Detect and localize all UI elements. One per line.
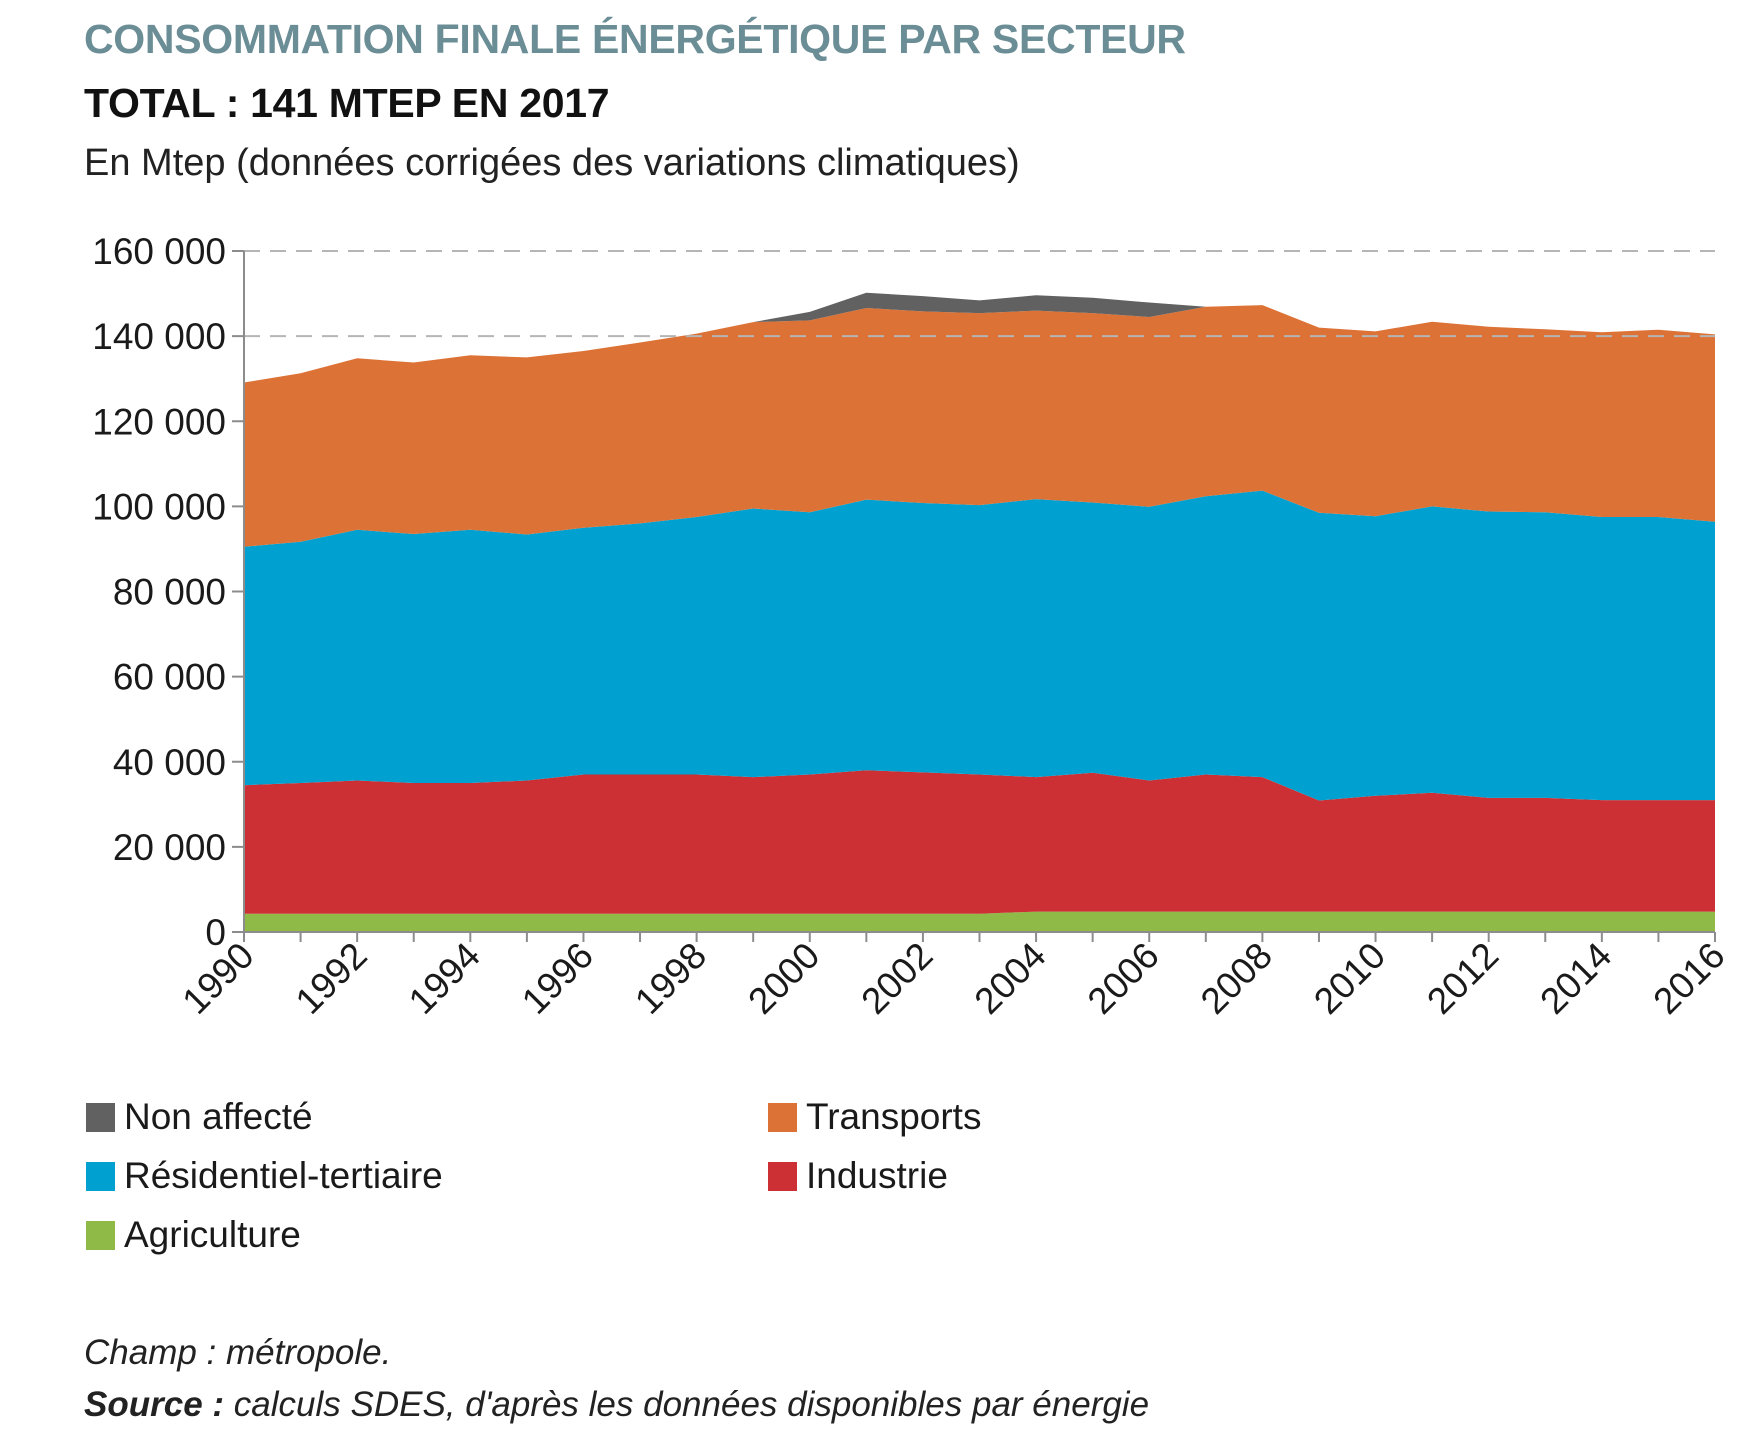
source-label: Source : [84,1385,225,1424]
x-tick-label: 2000 [740,935,827,1022]
gridlines [244,250,1715,338]
legend-item-industrie: Industrie [768,1154,948,1198]
legend-label: Transports [806,1096,982,1137]
y-tick-label: 160 000 [92,231,226,272]
x-tick-label: 2006 [1080,935,1167,1022]
chart-subtitle: TOTAL : 141 MTEP EN 2017 [84,80,610,126]
legend-swatch [86,1161,115,1191]
series-area-agriculture [244,911,1715,932]
x-tick-label: 2002 [853,935,940,1022]
y-tick-label: 40 000 [113,742,226,783]
legend-swatch [768,1161,797,1191]
x-tick-label: 1994 [401,935,488,1022]
legend-label: Résidentiel-tertiaire [124,1155,443,1196]
champ-note: Champ : métropole. [84,1333,392,1372]
y-tick-label: 0 [205,912,226,953]
x-tick-label: 1996 [514,935,601,1022]
x-tick-label: 2012 [1419,935,1506,1022]
legend-item-transports: Transports [768,1095,981,1139]
series-area-non-affecte [244,292,1715,383]
source-text: calculs SDES, d'après les données dispon… [224,1385,1150,1424]
x-tick-label: 1998 [627,935,714,1022]
x-tick-label: 2010 [1306,935,1393,1022]
legend-label: Non affecté [124,1096,313,1137]
y-tick-label: 80 000 [113,572,226,613]
x-tick-label: 1992 [288,935,375,1022]
legend-label: Industrie [806,1155,948,1196]
legend-swatch [86,1220,115,1250]
units-label: En Mtep (données corrigées des variation… [84,142,1020,184]
x-tick-labels: 1990 1992 1994 1996 1998 2000 2002 2004 2006 2008… [174,935,1732,1022]
legend-item-residentiel-tertiaire: Résidentiel-tertiaire [86,1154,443,1198]
source-note: Source : calculs SDES, d'après les donné… [84,1385,1149,1425]
chart-title: CONSOMMATION FINALE ÉNERGÉTIQUE PAR SECT… [84,16,1186,62]
series-area-residentiel-tertiaire [244,490,1715,801]
x-tick-label: 2008 [1193,935,1280,1022]
stacked-area-chart: 0 20 000 40 000 60 000 80 000 100 000 120 000 1… [92,231,1732,1022]
legend-swatch [768,1102,797,1132]
legend-item-non-affecte: Non affecté [86,1095,313,1139]
series-area-transports [244,305,1715,547]
y-tick-labels: 0 20 000 40 000 60 000 80 000 100 000 120 000 1… [92,231,226,953]
axes [232,250,1716,942]
y-tick-label: 60 000 [113,657,226,698]
legend-swatch [86,1102,115,1132]
x-tick-label: 2004 [967,935,1054,1022]
y-tick-label: 100 000 [92,486,226,527]
series-area-industrie [244,770,1715,914]
y-tick-label: 140 000 [92,316,226,357]
y-tick-label: 120 000 [92,401,226,442]
series-areas [244,292,1715,932]
legend-item-agriculture: Agriculture [86,1213,301,1257]
y-tick-label: 20 000 [113,827,226,868]
x-tick-label: 2014 [1532,935,1619,1022]
legend-label: Agriculture [124,1214,301,1255]
x-tick-label: 2016 [1645,935,1732,1022]
